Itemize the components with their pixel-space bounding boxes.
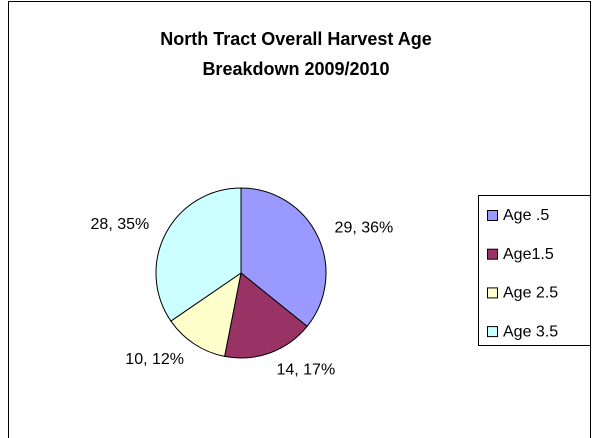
data-label: 14, 17% (276, 362, 335, 379)
legend-swatch (487, 210, 498, 221)
chart-title: North Tract Overall Harvest Age (160, 29, 431, 49)
pie-slice (170, 271, 242, 357)
legend-swatch (487, 248, 498, 260)
legend-label: Age .5 (503, 207, 549, 224)
data-label: 10, 12% (125, 351, 184, 368)
pie-slice (224, 272, 308, 359)
data-label: 29, 36% (335, 219, 394, 236)
pie-slice (155, 187, 242, 322)
legend-swatch (487, 287, 498, 299)
legend-label: Age 3.5 (503, 323, 558, 340)
legend-label: Age1.5 (503, 246, 554, 263)
pie-slice (240, 187, 327, 328)
legend-label: Age 2.5 (503, 285, 558, 302)
legend-swatch (487, 326, 498, 338)
chart-title: Breakdown 2009/2010 (202, 59, 389, 79)
data-label: 28, 35% (91, 216, 150, 233)
